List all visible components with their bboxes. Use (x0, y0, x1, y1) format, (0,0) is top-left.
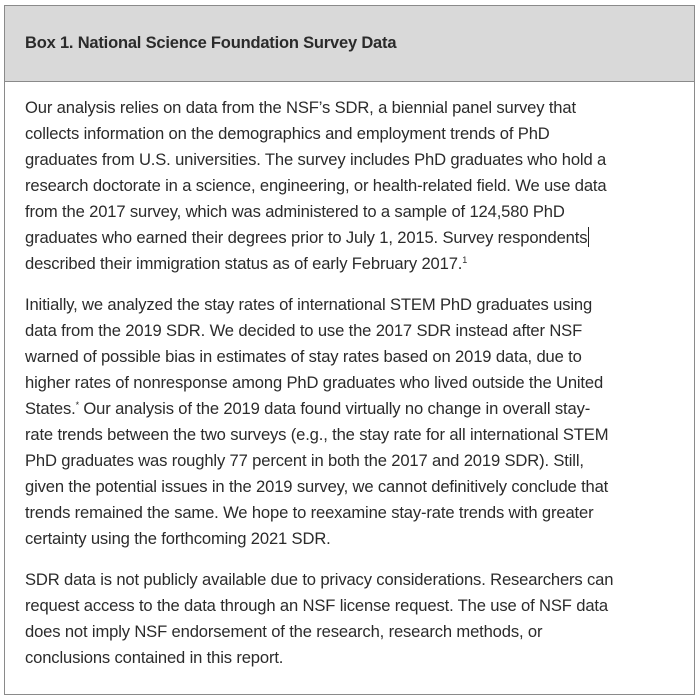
text-line: States. (25, 399, 76, 418)
text-line: Our analysis relies on data from the NSF… (25, 98, 576, 117)
text-line: higher rates of nonresponse among PhD gr… (25, 373, 604, 392)
text-line: graduates from U.S. universities. The su… (25, 150, 607, 169)
paragraph-methodology: Initially, we analyzed the stay rates of… (25, 292, 676, 552)
text-line: from the 2017 survey, which was administ… (25, 202, 565, 221)
footnote-marker[interactable]: * (75, 400, 80, 410)
text-line: request access to the data through an NS… (25, 596, 608, 615)
text-line: certainty using the forthcoming 2021 SDR… (25, 529, 331, 548)
box-body: Our analysis relies on data from the NSF… (5, 82, 694, 671)
box-header: Box 1. National Science Foundation Surve… (5, 6, 694, 82)
text-line: warned of possible bias in estimates of … (25, 347, 582, 366)
survey-data-box: Box 1. National Science Foundation Surve… (4, 5, 695, 695)
text-line: research doctorate in a science, enginee… (25, 176, 607, 195)
text-line: given the potential issues in the 2019 s… (25, 477, 609, 496)
text-cursor (588, 227, 590, 247)
text-line: collects information on the demographics… (25, 124, 550, 143)
paragraph-data-source: Our analysis relies on data from the NSF… (25, 95, 676, 277)
text-line: SDR data is not publicly available due t… (25, 570, 614, 589)
text-line: graduates who earned their degrees prior… (25, 228, 588, 247)
text-line: does not imply NSF endorsement of the re… (25, 622, 543, 641)
paragraph-data-access: SDR data is not publicly available due t… (25, 567, 676, 671)
footnote-marker[interactable]: 1 (462, 255, 468, 265)
text-line: described their immigration status as of… (25, 254, 463, 273)
box-title: Box 1. National Science Foundation Surve… (25, 34, 397, 52)
text-line: conclusions contained in this report. (25, 648, 284, 667)
text-line: Our analysis of the 2019 data found virt… (78, 399, 591, 418)
text-line: rate trends between the two surveys (e.g… (25, 425, 609, 444)
text-line: data from the 2019 SDR. We decided to us… (25, 321, 583, 340)
text-line: Initially, we analyzed the stay rates of… (25, 295, 593, 314)
text-line: PhD graduates was roughly 77 percent in … (25, 451, 584, 470)
text-line: trends remained the same. We hope to ree… (25, 503, 594, 522)
